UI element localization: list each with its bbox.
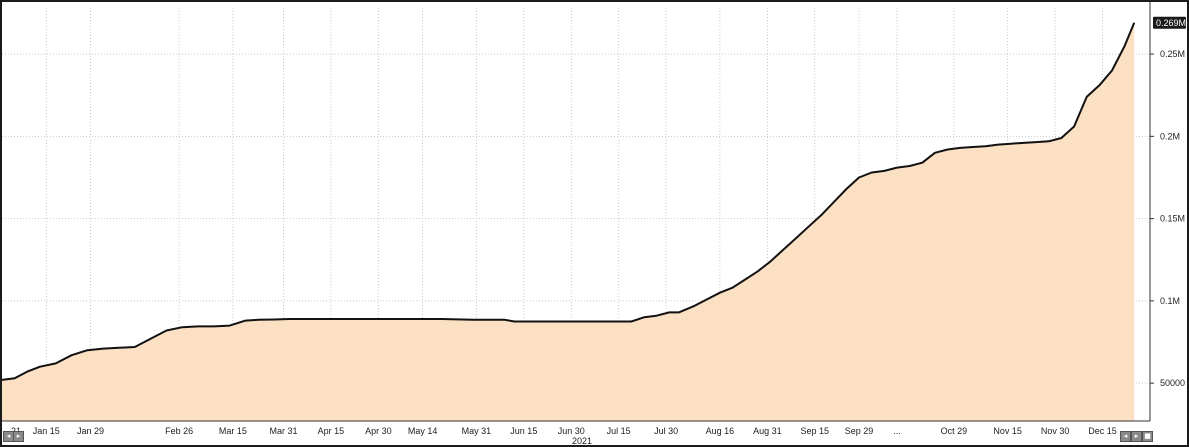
last-value-box (1153, 16, 1186, 29)
pan-left-button[interactable]: ◂ (1120, 431, 1131, 442)
x-tick-label: Apr 30 (365, 426, 392, 436)
x-tick-label: Mar 15 (219, 426, 247, 436)
x-tick-label: ... (893, 426, 901, 436)
x-tick-label: Jul 15 (607, 426, 631, 436)
x-tick-label: Sep 29 (845, 426, 874, 436)
x-tick-label: Nov 15 (993, 426, 1022, 436)
scroll-right-button[interactable]: ▸ (13, 431, 24, 442)
x-tick-label: Jun 30 (558, 426, 585, 436)
reset-view-button[interactable]: ■ (1142, 431, 1153, 442)
y-tick-label: 0.25M (1160, 49, 1185, 59)
x-tick-label: Feb 26 (165, 426, 193, 436)
x-tick-label: Nov 30 (1041, 426, 1070, 436)
x-tick-label: Aug 16 (706, 426, 735, 436)
y-tick-label: 0.15M (1160, 214, 1185, 224)
area-layer (2, 22, 1136, 422)
series-area-fill (2, 22, 1135, 422)
series-line (2, 22, 1136, 381)
x-tick-label: Mar 31 (269, 426, 297, 436)
x-axis-year-label: 2021 (572, 436, 592, 445)
x-tick-label: Dec 15 (1088, 426, 1117, 436)
x-tick-label: Oct 29 (941, 426, 968, 436)
x-tick-label: Jan 29 (77, 426, 104, 436)
x-tick-label: Apr 15 (318, 426, 345, 436)
x-tick-label: Jan 15 (33, 426, 60, 436)
x-tick-label: Aug 31 (753, 426, 782, 436)
x-tick-label: Jul 30 (654, 426, 678, 436)
pan-right-button[interactable]: ▸ (1131, 431, 1142, 442)
x-tick-label: Jun 15 (510, 426, 537, 436)
x-tick-label: Sep 15 (801, 426, 830, 436)
y-tick-label: 50000 (1160, 378, 1185, 388)
x-tick-label: May 14 (408, 426, 438, 436)
y-tick-label: 0.1M (1160, 296, 1180, 306)
last-value-label: 0.269M (1156, 18, 1186, 28)
x-tick-label: May 31 (462, 426, 492, 436)
y-tick-label: 0.2M (1160, 131, 1180, 141)
